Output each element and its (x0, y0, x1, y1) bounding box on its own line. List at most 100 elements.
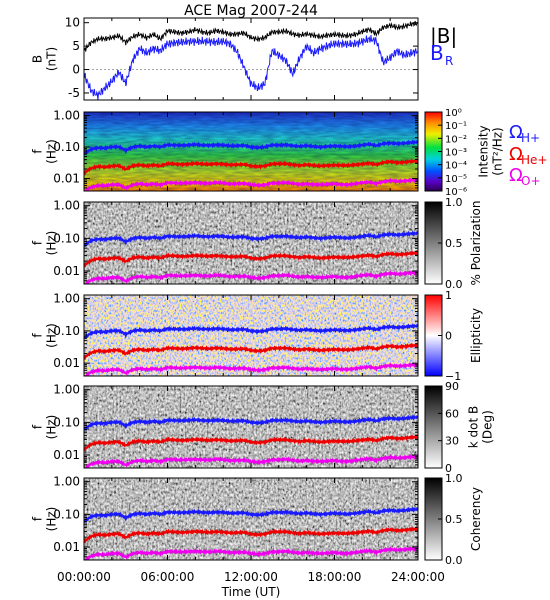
panels: 1050-5B(nT)1.000.100.01f(Hz)10⁰10⁻¹10⁻²1… (31, 16, 505, 567)
xtick-label-3: 18:00:00 (308, 570, 362, 584)
legend-bmag: |B| (430, 24, 457, 48)
freq-ytick-label: 0.10 (53, 231, 80, 245)
time-axis: 00:00:00 06:00:00 12:00:00 18:00:00 24:0… (57, 570, 445, 599)
polarization-colorbar-tick-label: 0.5 (445, 237, 463, 250)
ellipticity-colorbar-label: Ellipticity (469, 308, 483, 363)
x-axis-label: Time (UT) (221, 585, 281, 599)
field-y-label-var: B (31, 55, 45, 63)
coherency-texture (84, 478, 418, 560)
freq-y-label-var: f (31, 424, 45, 429)
intensity-colorbar-label-unit: (nT²/Hz) (490, 127, 504, 175)
intensity-texture (84, 112, 418, 191)
figure-title: ACE Mag 2007-244 (184, 3, 318, 19)
intensity-colorbar-tick-label: 10⁻⁴ (445, 161, 467, 172)
polarization-spectrogram (84, 202, 418, 284)
ellipticity-colorbar-tick-label: −1 (445, 370, 461, 383)
intensity-colorbar-tick-label: 10⁻¹ (445, 121, 467, 132)
kdotb-colorbar-tick-label: 30 (445, 435, 459, 448)
freq-y-label-unit: (Hz) (44, 139, 58, 164)
intensity-colorbar-tick-label: 10⁻² (445, 134, 467, 145)
kdotb-spectrogram (84, 386, 418, 468)
coherency-colorbar-tick-label: 0.0 (445, 554, 463, 567)
freq-ytick-label: 0.01 (53, 171, 80, 185)
field-ytick-label: 10 (65, 16, 80, 30)
freq-ytick-label: 1.00 (53, 199, 80, 213)
freq-y-label: f(Hz) (31, 139, 59, 164)
ellipticity-panel: 1.00 0.10 0.01 f(Hz) 1 0 −1 Ellipticity (31, 289, 483, 383)
field-y-label: B(nT) (31, 47, 59, 71)
freq-y-label: f(Hz) (31, 323, 59, 348)
field-legend: |B| B R (430, 24, 457, 68)
kdotb-gyro-line-1 (84, 434, 418, 452)
ellipticity-gyro-line-1 (84, 342, 418, 361)
polarization-colorbar-label: % Polarization (469, 201, 483, 286)
intensity-colorbar-label: Intensity(nT²/Hz) (477, 125, 505, 177)
freq-y-label-unit: (Hz) (44, 231, 58, 256)
freq-ytick-label: 0.10 (53, 507, 80, 521)
freq-ytick-label: 0.10 (53, 415, 80, 429)
freq-ytick-label: 1.00 (53, 475, 80, 489)
gyro-legend: Ω H+ Ω He+ Ω O+ (509, 122, 547, 188)
polarization-texture (84, 202, 418, 284)
freq-y-label: f(Hz) (31, 415, 59, 440)
freq-y-label-unit: (Hz) (44, 415, 58, 440)
kdotb-colorbar-label-text: k dot B (467, 406, 481, 448)
legend-omega-h: Ω (509, 122, 523, 143)
kdotb-colorbar (424, 385, 443, 469)
legend-omega-he: Ω (509, 144, 523, 165)
intensity-colorbar-tick-label: 10⁻³ (445, 148, 467, 159)
ellipticity-gyro-line-2 (84, 362, 418, 376)
coherency-colorbar-tick-label: 1.0 (445, 472, 463, 485)
intensity-gyro-line-0 (84, 139, 418, 156)
intensity-colorbar-label-text: Intensity (477, 125, 491, 177)
freq-y-label: f(Hz) (31, 507, 59, 532)
field-y-label-unit: (nT) (44, 47, 58, 71)
coherency-gyro-line-1 (84, 526, 418, 544)
freq-ytick-label: 1.00 (53, 292, 80, 306)
kdotb-panel: 1.00 0.10 0.01 f(Hz) 90 60 30 0 k dot B(Deg) (31, 380, 495, 475)
intensity-colorbar-tick-label: 10⁻⁵ (445, 174, 467, 185)
freq-y-label-unit: (Hz) (44, 323, 58, 348)
intensity-gyro-line-1 (84, 158, 418, 176)
intensity-gyro-line-2 (84, 177, 418, 191)
coherency-panel: 1.00 0.10 0.01 f(Hz) 1.0 0.5 0.0 Coherency (31, 472, 483, 567)
coherency-spectrogram (84, 478, 418, 560)
polarization-colorbar-tick-label: 0.0 (445, 278, 463, 291)
legend-br: B (430, 41, 444, 65)
ellipticity-colorbar-tick-label: 1 (445, 289, 452, 302)
freq-y-label-var: f (31, 240, 45, 245)
coherency-colorbar-tick-label: 0.5 (445, 513, 463, 526)
freq-ytick-label: 0.01 (53, 264, 80, 278)
ellipticity-colorbar-tick-label: 0 (445, 330, 452, 343)
kdotb-colorbar-tick-label: 60 (445, 407, 459, 420)
kdotb-gyro-line-2 (84, 453, 418, 468)
polarization-gyro-line-2 (84, 269, 418, 284)
freq-ytick-label: 0.10 (53, 140, 80, 154)
legend-omega-he-subscript: He+ (521, 153, 547, 167)
kdotb-colorbar-tick-label: 90 (445, 380, 459, 393)
coherency-colorbar-label: Coherency (469, 487, 483, 551)
freq-y-label-var: f (31, 149, 45, 154)
legend-omega-o: Ω (509, 165, 523, 186)
xtick-label-1: 06:00:00 (141, 570, 195, 584)
intensity-panel: 1.00 0.10 0.01 f(Hz) 10⁰ 10⁻¹ 10⁻² 10⁻³ 10⁻⁴ 10⁻⁵… (31, 108, 505, 198)
polarization-panel: 1.00 0.10 0.01 f(Hz) 1.0 0.5 0.0 % Polarization (31, 196, 483, 291)
ellipticity-texture (84, 295, 418, 376)
intensity-colorbar-tick-label: 10⁰ (445, 108, 462, 119)
kdotb-colorbar-label: k dot B(Deg) (467, 406, 495, 448)
freq-y-label-unit: (Hz) (44, 507, 58, 532)
field-panel: 10 5 0 -5 B(nT) (31, 16, 419, 101)
freq-ytick-label: 0.01 (53, 448, 80, 462)
field-ytick-label: -5 (68, 86, 80, 100)
field-series-0 (84, 20, 418, 52)
polarization-gyro-line-1 (84, 250, 418, 268)
kdotb-gyro-line-0 (84, 414, 418, 431)
coherency-gyro-line-0 (84, 506, 418, 523)
ellipticity-gyro-line-0 (84, 323, 418, 340)
freq-ytick-label: 1.00 (53, 383, 80, 397)
freq-ytick-label: 0.01 (53, 356, 80, 370)
xtick-label-2: 12:00:00 (224, 570, 278, 584)
ellipticity-spectrogram (84, 295, 418, 376)
field-ytick-label: 0 (72, 63, 80, 77)
